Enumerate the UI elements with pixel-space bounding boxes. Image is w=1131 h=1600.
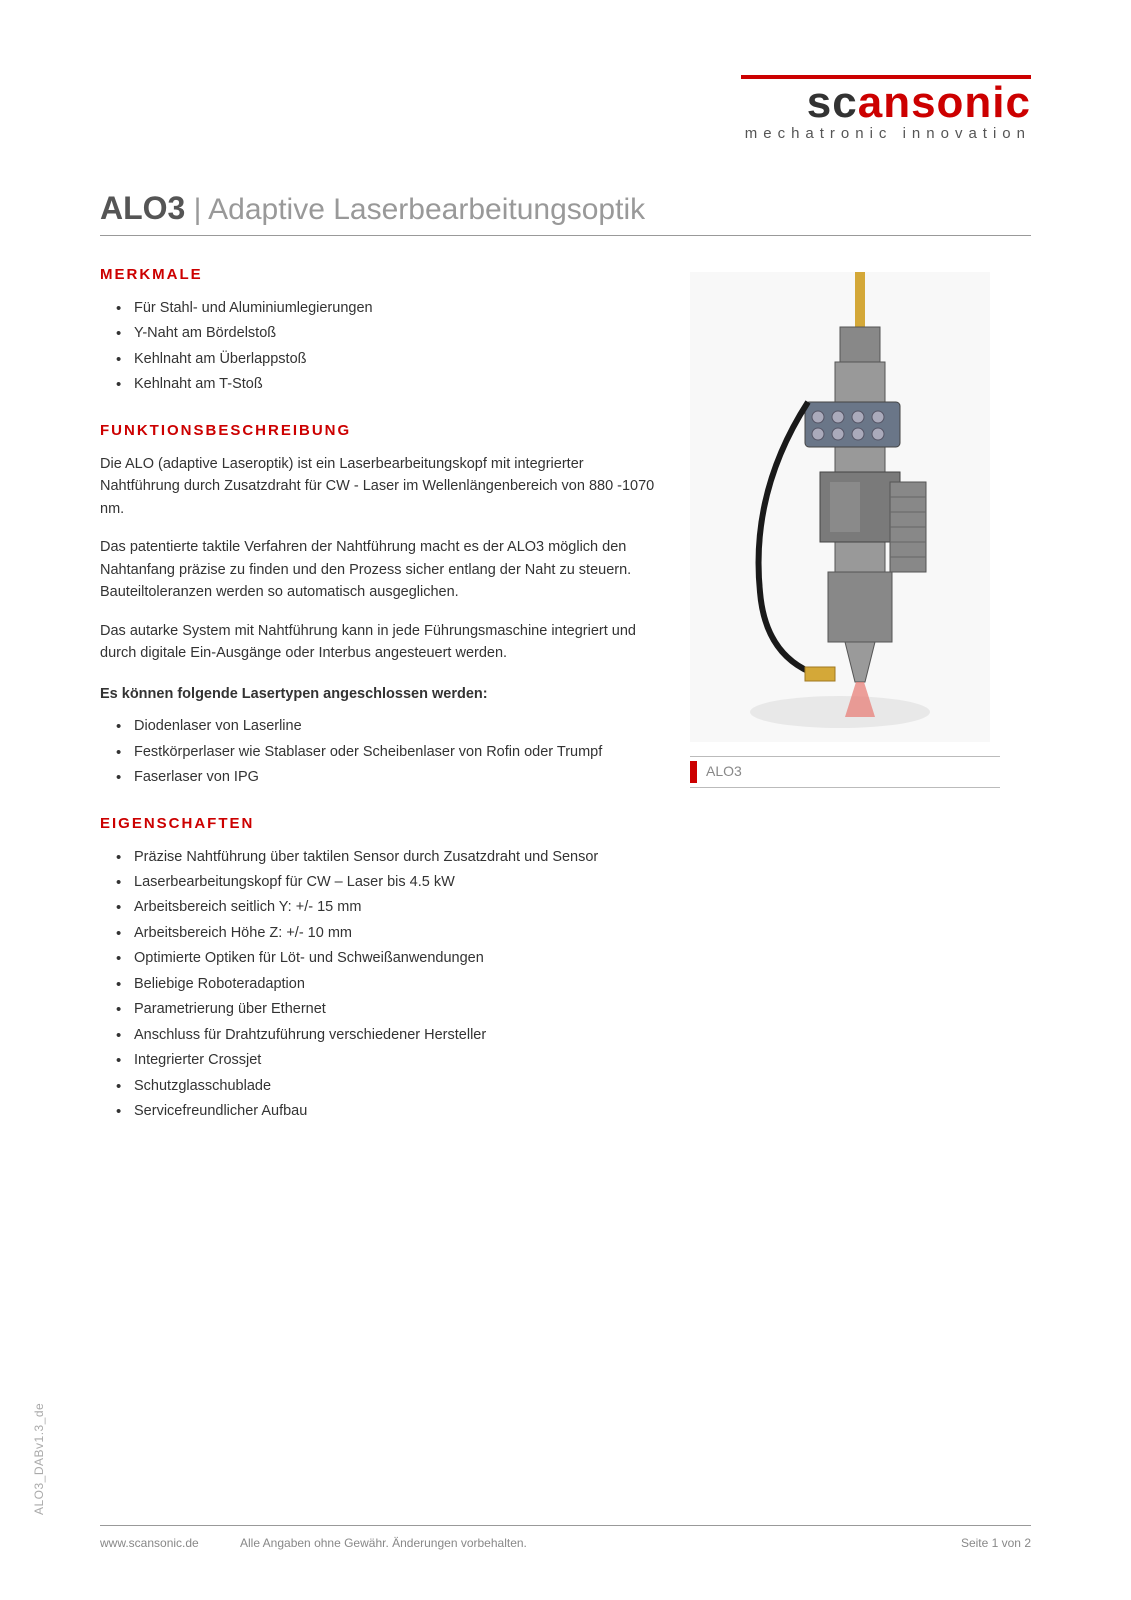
funktion-p3: Das autarke System mit Nahtführung kann … xyxy=(100,620,660,665)
company-logo: scansonic mechatronic innovation xyxy=(741,75,1031,142)
heading-funktion: FUNKTIONSBESCHREIBUNG xyxy=(100,422,660,439)
list-item: Präzise Nahtführung über taktilen Sensor… xyxy=(134,846,660,868)
list-item: Y-Naht am Bördelstoß xyxy=(134,322,660,344)
list-item: Anschluss für Drahtzuführung verschieden… xyxy=(134,1024,660,1046)
list-item: Servicefreundlicher Aufbau xyxy=(134,1100,660,1122)
logo-part1: sc xyxy=(807,78,858,127)
list-item: Integrierter Crossjet xyxy=(134,1049,660,1071)
funktion-p1: Die ALO (adaptive Laseroptik) ist ein La… xyxy=(100,453,660,520)
list-item: Schutzglasschublade xyxy=(134,1075,660,1097)
list-item: Festkörperlaser wie Stablaser oder Schei… xyxy=(134,741,660,763)
list-item: Parametrierung über Ethernet xyxy=(134,998,660,1020)
list-item: Kehlnaht am Überlappstoß xyxy=(134,348,660,370)
list-item: Kehlnaht am T-Stoß xyxy=(134,373,660,395)
document-id-label: ALO3_DABv1.3_de xyxy=(32,1403,46,1515)
title-main: ALO3 xyxy=(100,190,185,226)
merkmale-list: Für Stahl- und Aluminiumlegierungen Y-Na… xyxy=(100,297,660,396)
footer-disclaimer: Alle Angaben ohne Gewähr. Änderungen vor… xyxy=(240,1536,961,1550)
page-footer: www.scansonic.de Alle Angaben ohne Gewäh… xyxy=(100,1525,1031,1550)
logo-tagline: mechatronic innovation xyxy=(741,125,1031,142)
heading-merkmale: MERKMALE xyxy=(100,266,660,283)
footer-page-number: Seite 1 von 2 xyxy=(961,1536,1031,1550)
eigenschaften-list: Präzise Nahtführung über taktilen Sensor… xyxy=(100,846,660,1123)
list-item: Faserlaser von IPG xyxy=(134,766,660,788)
logo-brand: scansonic xyxy=(741,81,1031,125)
title-sub: Adaptive Laserbearbeitungsoptik xyxy=(208,193,645,226)
list-item: Optimierte Optiken für Löt- und Schweißa… xyxy=(134,947,660,969)
heading-eigenschaften: EIGENSCHAFTEN xyxy=(100,815,660,832)
list-item: Laserbearbeitungskopf für CW – Laser bis… xyxy=(134,871,660,893)
list-item: Für Stahl- und Aluminiumlegierungen xyxy=(134,297,660,319)
list-item: Arbeitsbereich Höhe Z: +/- 10 mm xyxy=(134,922,660,944)
sidebar: ALO3 xyxy=(690,266,1000,1133)
list-item: Diodenlaser von Laserline xyxy=(134,715,660,737)
list-item: Beliebige Roboteradaption xyxy=(134,973,660,995)
image-caption: ALO3 xyxy=(706,763,742,779)
list-item: Arbeitsbereich seitlich Y: +/- 15 mm xyxy=(134,896,660,918)
laser-types-list: Diodenlaser von Laserline Festkörperlase… xyxy=(100,715,660,788)
page-title-row: ALO3 | Adaptive Laserbearbeitungsoptik xyxy=(100,190,1031,236)
title-separator: | xyxy=(185,193,208,226)
funktion-p2: Das patentierte taktile Verfahren der Na… xyxy=(100,536,660,603)
image-caption-row: ALO3 xyxy=(690,756,1000,788)
logo-part2: ansonic xyxy=(858,78,1031,127)
main-content: MERKMALE Für Stahl- und Aluminiumlegieru… xyxy=(100,266,660,1133)
product-image xyxy=(690,272,990,742)
laser-types-heading: Es können folgende Lasertypen angeschlos… xyxy=(100,683,660,705)
footer-url: www.scansonic.de xyxy=(100,1536,240,1550)
